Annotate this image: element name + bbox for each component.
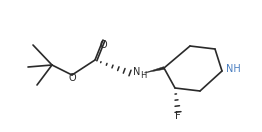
Text: NH: NH — [226, 64, 241, 74]
Text: F: F — [175, 111, 181, 121]
Text: N: N — [133, 67, 140, 77]
Polygon shape — [144, 67, 164, 73]
Text: H: H — [140, 72, 146, 81]
Text: O: O — [100, 40, 107, 50]
Text: O: O — [69, 73, 76, 83]
